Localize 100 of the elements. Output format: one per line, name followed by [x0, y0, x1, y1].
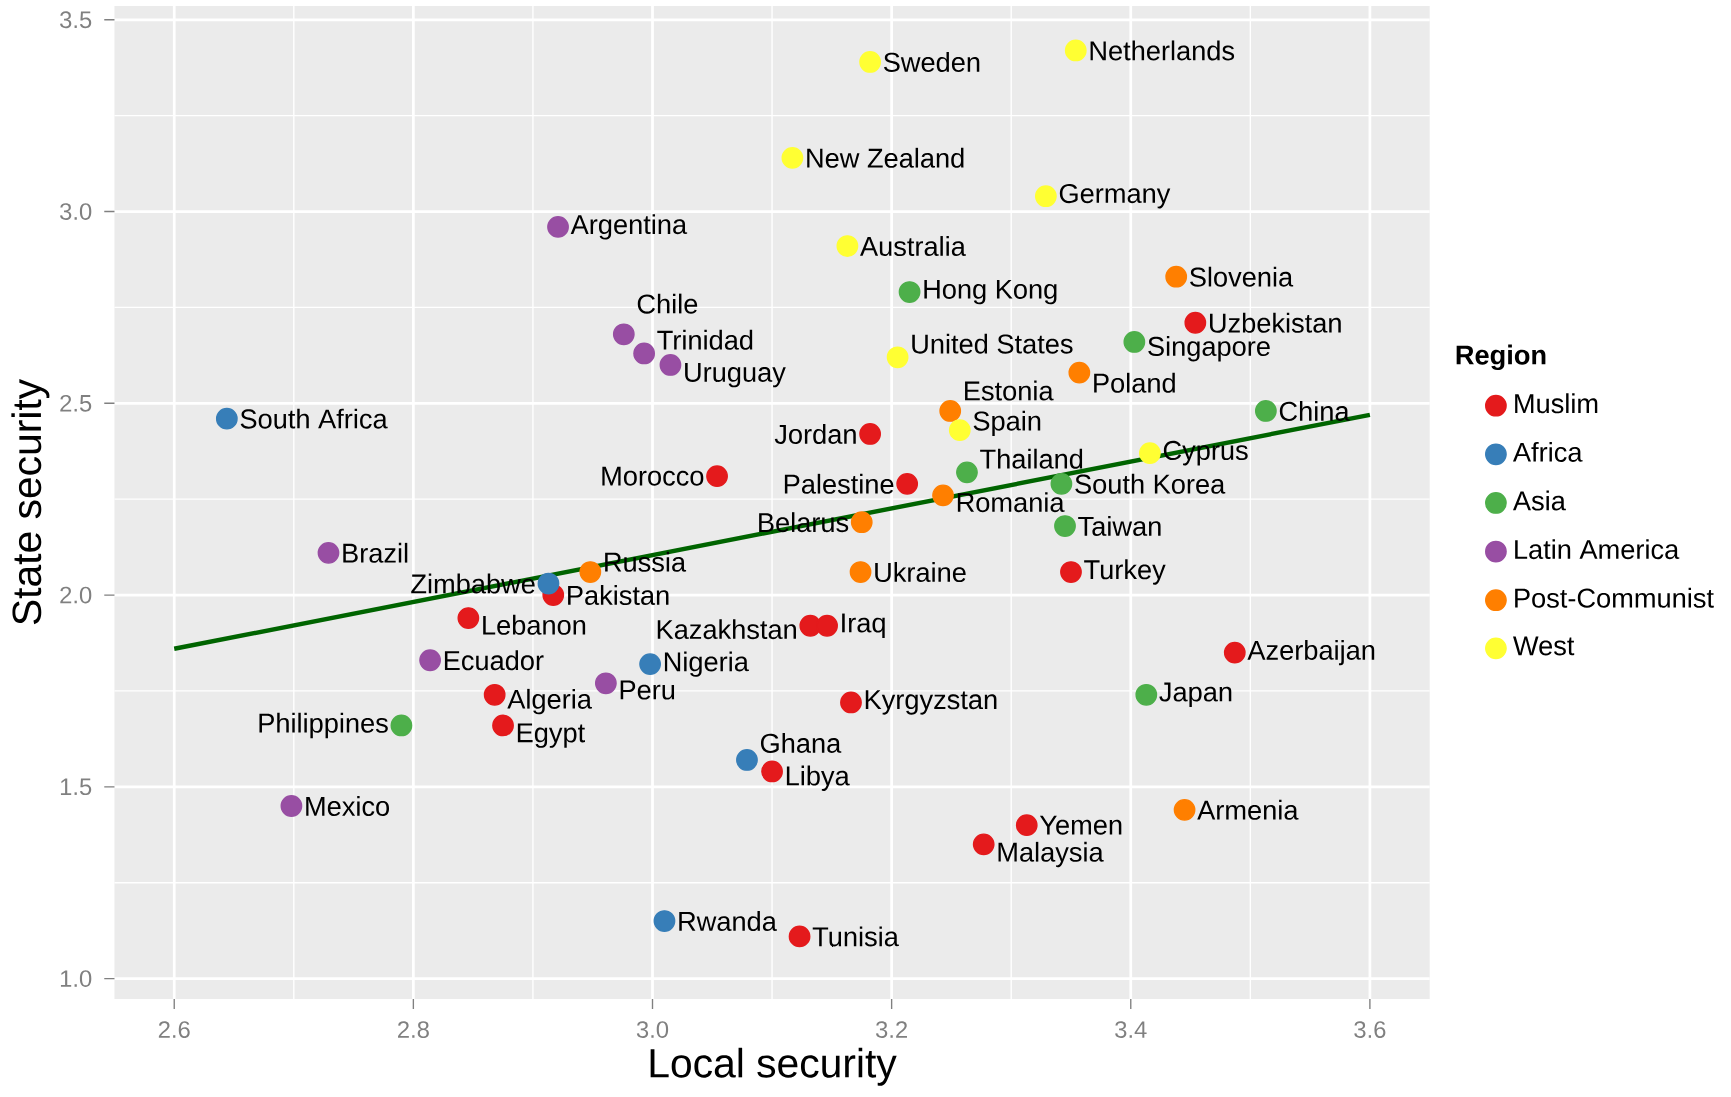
annotation: Ghana [760, 732, 842, 753]
annotation: Morocco [602, 466, 704, 486]
annotation: New Zealand [807, 147, 964, 168]
x-tick-label: 3.2 [875, 1021, 907, 1038]
point [653, 910, 676, 932]
point [633, 342, 656, 365]
point [419, 649, 441, 672]
point [483, 683, 506, 706]
annotation: Nigeria [664, 651, 749, 677]
annotation: Estonia [965, 380, 1054, 401]
annotation: Ecuador [444, 650, 544, 671]
annotation: Romania [957, 492, 1065, 513]
annotation: Libya [786, 765, 850, 791]
annotation: Armenia [1197, 799, 1299, 820]
point [1139, 442, 1161, 464]
point [639, 653, 661, 675]
point [816, 614, 838, 637]
annotation: Brazil [343, 542, 408, 563]
annotation: South Africa [240, 408, 388, 429]
point [1060, 561, 1082, 583]
x-tick-label: 3.6 [1354, 1021, 1386, 1038]
annotation: Sweden [883, 51, 980, 72]
legend-label: Africa [1512, 441, 1583, 462]
annotation: South Korea [1075, 473, 1226, 494]
annotation: Philippines [259, 712, 388, 739]
annotation: China [1279, 400, 1350, 421]
point [579, 561, 602, 583]
point [1135, 683, 1158, 706]
point [492, 714, 514, 737]
y-tick-label: 2.0 [60, 586, 92, 604]
annotation: Turkey [1084, 559, 1166, 585]
annotation: Spain [973, 410, 1041, 436]
annotation: Chile [637, 293, 698, 314]
point [1064, 39, 1087, 62]
point [948, 419, 971, 441]
annotation: Lebanon [483, 614, 586, 635]
point [1123, 330, 1146, 353]
annotation: Argentina [570, 214, 688, 240]
annotation: Jordan [774, 423, 856, 444]
y-axis-title: State security [11, 378, 50, 625]
point [859, 51, 881, 73]
point [840, 691, 862, 714]
annotation: Slovenia [1190, 266, 1294, 287]
point [1034, 185, 1057, 208]
annotation: Kyrgyzstan [865, 690, 997, 715]
x-tick-label: 2.8 [397, 1021, 429, 1038]
point [898, 281, 921, 303]
point [850, 511, 873, 534]
x-tick-label: 3.4 [1115, 1021, 1147, 1038]
point [859, 423, 881, 445]
legend-label: Post-Communist [1515, 587, 1714, 608]
legend-label: Asia [1512, 490, 1566, 511]
point [1015, 814, 1038, 836]
point [849, 561, 872, 583]
legend-label: West [1513, 636, 1575, 656]
annotation: Poland [1094, 372, 1175, 393]
y-tick-label: 3.0 [60, 203, 92, 220]
annotation: Thailand [980, 448, 1083, 469]
point [457, 607, 480, 629]
point [1184, 311, 1207, 334]
annotation: Kazakhstan [657, 619, 796, 640]
annotation: Malaysia [998, 841, 1104, 868]
annotation: Azerbaijan [1247, 639, 1375, 666]
annotation: Japan [1159, 682, 1232, 707]
point [706, 465, 728, 487]
annotation: Egypt [517, 723, 585, 748]
annotation: Peru [620, 680, 675, 700]
point [547, 215, 569, 238]
point [537, 572, 560, 595]
point [886, 346, 909, 369]
annotation: Germany [1059, 183, 1171, 209]
annotation: Trinidad [657, 329, 753, 350]
point [956, 461, 978, 484]
annotation: Uruguay [685, 362, 786, 388]
annotation: United States [912, 333, 1073, 354]
annotation: Yemen [1039, 815, 1122, 835]
y-tick-label: 3.5 [60, 11, 92, 29]
point [1068, 361, 1091, 384]
point [896, 472, 919, 495]
point [390, 714, 413, 737]
annotation: Uzbekistan [1210, 312, 1341, 333]
x-axis-title: Local security [650, 1047, 897, 1086]
point [1223, 641, 1246, 664]
point [761, 760, 783, 783]
point [1173, 798, 1196, 821]
annotation: Tunisia [812, 926, 899, 947]
x-tick-label: 2.6 [158, 1021, 190, 1038]
point [280, 795, 303, 817]
annotation: Pakistan [568, 584, 669, 605]
annotation: Australia [860, 235, 966, 256]
point [736, 749, 758, 771]
annotation: Iraq [842, 613, 885, 638]
point [215, 407, 238, 430]
annotation: Algeria [507, 688, 592, 715]
annotation: Ukraine [875, 561, 966, 582]
point [659, 353, 682, 376]
point [317, 541, 340, 564]
point [1054, 515, 1076, 537]
annotation: Rwanda [679, 910, 777, 931]
annotation: Netherlands [1090, 40, 1235, 61]
